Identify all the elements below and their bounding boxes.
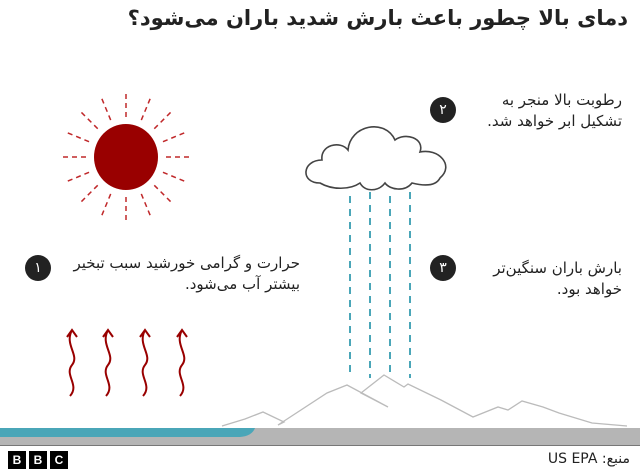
sun-ray — [80, 184, 99, 203]
sun-ray — [66, 131, 90, 143]
sun-ray — [66, 171, 90, 183]
heat-wave-arrow — [66, 328, 78, 397]
mountains — [221, 374, 628, 427]
step-2-text: رطوبت بالا منجر به تشکیل ابر خواهد شد. — [487, 91, 622, 130]
step-2-badge: ۲ — [430, 97, 456, 123]
sun-ray — [162, 171, 186, 183]
heat-wave-arrow — [102, 328, 114, 397]
sun-ray — [100, 97, 112, 121]
step-3-badge: ۳ — [430, 255, 456, 281]
sun-ray — [100, 193, 112, 217]
sun-rays — [62, 93, 190, 221]
sun-ray — [140, 193, 152, 217]
page-title: دمای بالا چطور باعث بارش شدید باران می‌ش… — [127, 6, 628, 30]
water — [0, 428, 255, 437]
step-1-badge: ۱ — [25, 255, 51, 281]
sun-ray — [153, 184, 172, 203]
step-1-text: حرارت و گرامی خورشید سبب تبخیر بیشتر آب … — [73, 254, 300, 293]
heat-wave-arrow — [139, 328, 151, 397]
source-credit: منبع: US EPA — [547, 451, 630, 467]
heat-wave-arrow — [176, 328, 188, 397]
sun-disc — [94, 124, 158, 190]
sun-ray — [153, 111, 172, 130]
heat-waves — [66, 328, 188, 397]
sun-ray — [162, 131, 186, 143]
sun-ray — [80, 111, 99, 130]
sun-ray — [140, 97, 152, 121]
cloud-icon — [305, 126, 447, 191]
sun-icon — [62, 93, 190, 221]
step-3-text: بارش باران سنگین‌تر خواهد بود. — [493, 259, 622, 298]
rain-lines — [349, 192, 411, 378]
